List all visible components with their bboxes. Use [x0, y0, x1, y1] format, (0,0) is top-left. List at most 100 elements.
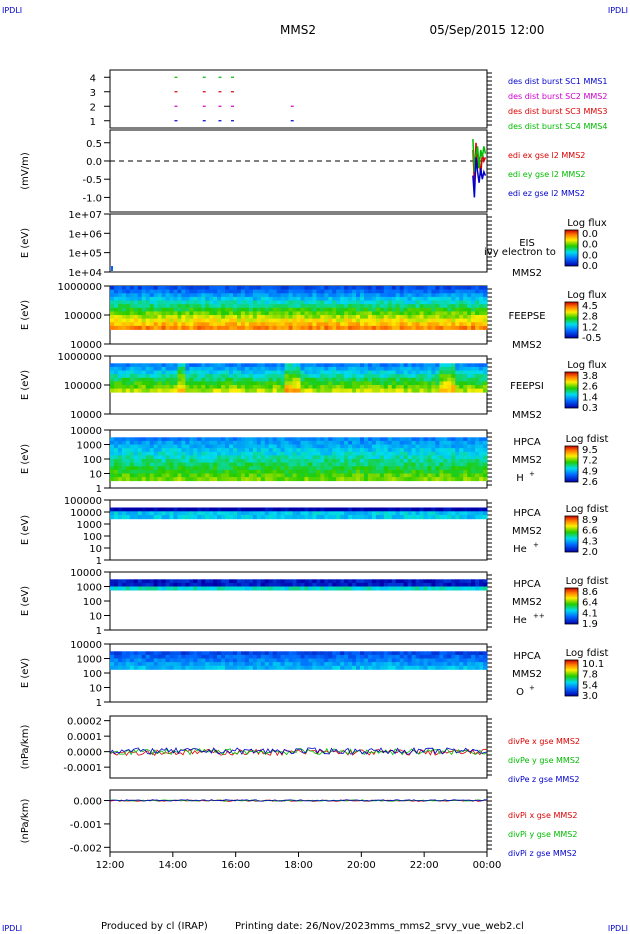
spectrogram-cell — [360, 311, 365, 316]
spectrogram-cell — [423, 448, 428, 453]
spectrogram-cell — [161, 462, 166, 467]
spectrogram-cell — [181, 658, 186, 663]
spectrogram-cell — [383, 374, 389, 379]
spectrogram-cell — [407, 370, 412, 375]
spectrogram-cell — [145, 377, 151, 382]
spectrogram-cell — [237, 381, 242, 386]
spectrogram-cell — [241, 651, 246, 656]
spectrogram-cell — [423, 296, 428, 301]
spectrogram-cell — [213, 363, 218, 368]
spectrogram-cell — [447, 665, 452, 670]
spectrogram-cell — [395, 307, 401, 312]
spectrogram-cell — [407, 473, 412, 478]
spectrogram-cell — [399, 307, 405, 312]
spectrogram-cell — [268, 385, 274, 389]
spectrogram-cell — [157, 473, 162, 478]
spectrogram-cell — [344, 307, 349, 312]
spectrogram-cell — [189, 304, 194, 309]
spectrogram-cell — [157, 286, 162, 290]
spectrogram-cell — [332, 300, 337, 305]
spectrogram-cell — [272, 448, 278, 453]
spectrogram-cell — [375, 293, 381, 298]
spectrogram-cell — [197, 377, 202, 382]
spectrogram-cell — [459, 444, 464, 449]
spectrogram-cell — [264, 651, 270, 656]
spectrogram-cell — [244, 374, 250, 379]
spectrogram-cell — [165, 374, 170, 379]
spectrogram-cell — [356, 385, 361, 389]
spectrogram-cell — [201, 437, 206, 442]
spectrogram-cell — [419, 296, 424, 301]
spectrogram-cell — [415, 377, 420, 382]
spectrogram-cell — [344, 296, 349, 301]
spectrogram-cell — [292, 444, 297, 449]
spectrogram-cell — [435, 388, 440, 393]
spectrogram-cell — [284, 385, 289, 389]
spectrogram-cell — [114, 462, 119, 467]
spectrogram-cell — [121, 511, 127, 516]
spectrogram-cell — [483, 318, 488, 323]
spectrogram-cell — [189, 459, 194, 463]
spectrogram-cell — [248, 451, 254, 456]
spectrogram-cell — [304, 366, 309, 371]
spectrogram-cell — [137, 315, 143, 319]
spectrogram-cell — [419, 451, 424, 456]
spectrogram-cell — [356, 466, 361, 471]
spectrogram-cell — [340, 466, 345, 471]
spectrogram-cell — [364, 315, 369, 319]
spectrogram-cell — [451, 304, 456, 309]
instrument-label: MMS2 — [512, 268, 542, 279]
spectrogram-cell — [344, 311, 349, 316]
spectrogram-cell — [399, 507, 405, 512]
spectrogram-cell — [375, 477, 381, 482]
spectrogram-cell — [169, 385, 174, 389]
spectrogram-cell — [268, 466, 274, 471]
spectrogram-cell — [264, 477, 270, 482]
spectrogram-cell — [356, 289, 361, 294]
spectrogram-cell — [201, 440, 206, 445]
spectrogram-cell — [360, 385, 365, 389]
spectrogram-cell — [149, 315, 155, 319]
spectrogram-cell — [367, 658, 373, 663]
spectrogram-cell — [356, 293, 361, 298]
spectrogram-cell — [121, 459, 127, 463]
spectrogram-cell — [268, 322, 274, 327]
spectrogram-cell — [237, 579, 242, 584]
spectrogram-cell — [173, 307, 178, 312]
spectrogram-cell — [483, 469, 488, 474]
y-tick-label: 10000 — [70, 508, 102, 519]
spectrogram-cell — [284, 579, 289, 584]
spectrogram-cell — [117, 455, 123, 460]
spectrogram-cell — [483, 307, 488, 312]
spectrogram-cell — [229, 658, 234, 663]
spectrogram-cell — [395, 325, 401, 330]
spectrogram-cell — [316, 322, 321, 327]
spectrogram-cell — [229, 304, 234, 309]
spectrogram-cell — [391, 363, 397, 368]
spectrogram-cell — [379, 466, 385, 471]
spectrogram-cell — [336, 444, 341, 449]
spectrogram-cell — [371, 437, 377, 442]
spectrogram-cell — [356, 455, 361, 460]
spectrogram-cell — [300, 315, 305, 319]
legend-entry: edi ex gse l2 MMS2 — [508, 151, 585, 160]
spectrogram-cell — [201, 582, 206, 587]
spectrogram-cell — [121, 662, 127, 667]
spectrogram-cell — [332, 654, 337, 659]
spectrogram-cell — [463, 440, 468, 445]
spectrogram-cell — [114, 582, 119, 587]
spectrogram-cell — [439, 311, 444, 316]
spectrogram-cell — [308, 658, 313, 663]
spectrogram-cell — [256, 363, 262, 368]
spectrogram-cell — [379, 455, 385, 460]
spectrogram-cell — [153, 322, 159, 327]
spectrogram-cell — [407, 363, 412, 368]
spectrogram-cell — [407, 477, 412, 482]
spectrogram-cell — [177, 377, 182, 382]
spectrogram-cell — [141, 459, 147, 463]
spectrogram-cell — [248, 462, 254, 467]
spectrogram-cell — [185, 293, 190, 298]
spectrogram-cell — [340, 366, 345, 371]
spectrogram-cell — [391, 515, 397, 520]
spectrogram-cell — [264, 579, 270, 584]
